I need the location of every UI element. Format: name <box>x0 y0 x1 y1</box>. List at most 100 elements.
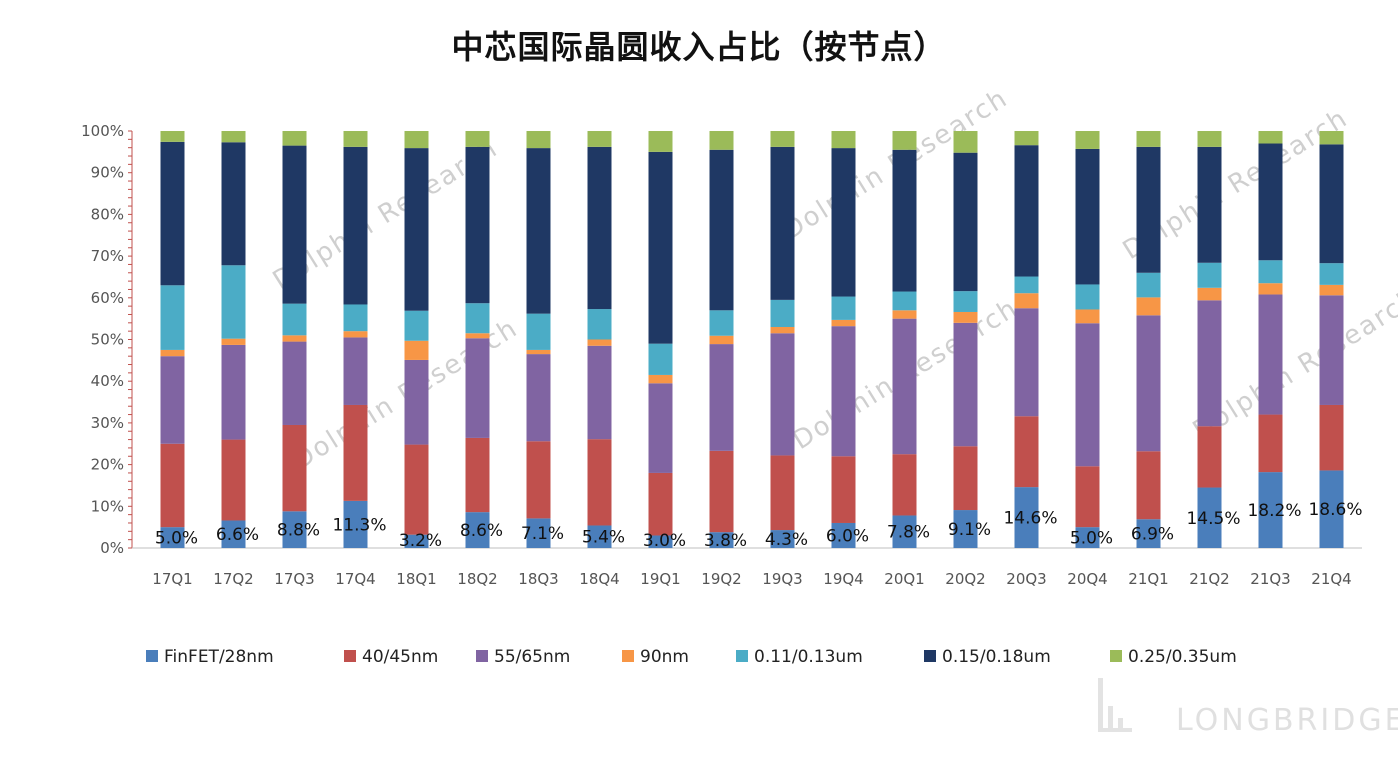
bar-segment <box>343 404 368 501</box>
bar-segment <box>1258 260 1283 284</box>
bar-segment <box>1136 146 1161 273</box>
data-label: 5.4% <box>582 528 625 548</box>
bar-segment <box>1197 146 1222 263</box>
bar-segment <box>1319 470 1344 548</box>
bar-segment <box>1197 287 1222 301</box>
y-tick-label: 50% <box>91 331 124 349</box>
x-tick-label: 18Q2 <box>457 570 497 588</box>
legend-label: FinFET/28nm <box>164 647 274 667</box>
bar-segment <box>953 446 978 511</box>
bar-segment <box>282 511 307 548</box>
logo-bar <box>1118 718 1123 732</box>
x-tick-label: 17Q3 <box>274 570 314 588</box>
bar-segment <box>465 512 490 548</box>
bar-segment <box>221 338 246 345</box>
bar-segment <box>1197 262 1222 288</box>
bar-segment <box>953 322 978 447</box>
legend-swatch <box>146 650 158 662</box>
legend-label: 0.15/0.18um <box>942 647 1051 667</box>
legend-swatch <box>476 650 488 662</box>
bar-segment <box>831 326 856 457</box>
bar-segment <box>587 131 612 147</box>
bar-segment <box>831 148 856 297</box>
x-tick-label: 20Q3 <box>1006 570 1046 588</box>
bar-segment <box>587 309 612 340</box>
bar-segment <box>221 142 246 266</box>
bar-segment <box>1136 297 1161 316</box>
bar-segment <box>1197 131 1222 147</box>
x-tick-label: 18Q3 <box>518 570 558 588</box>
bar-segment <box>831 131 856 149</box>
logo-bar <box>1108 706 1113 732</box>
x-tick-label: 17Q4 <box>335 570 375 588</box>
bar-segment <box>343 337 368 405</box>
legend: FinFET/28nm 40/45nm 55/65nm 90nm 0.11/0.13um… <box>146 647 1237 667</box>
bars-layer <box>160 131 1344 548</box>
bar-segment <box>1319 295 1344 405</box>
data-label: 6.6% <box>216 525 259 545</box>
bar-segment <box>343 331 368 338</box>
legend-label: 0.25/0.35um <box>1128 647 1237 667</box>
x-tick-label: 20Q2 <box>945 570 985 588</box>
bar-segment <box>282 303 307 336</box>
legend-label: 0.11/0.13um <box>754 647 863 667</box>
bar-segment <box>526 131 551 149</box>
y-tick-label: 60% <box>91 289 124 307</box>
bar-segment <box>770 326 795 334</box>
y-tick-label: 100% <box>81 122 124 140</box>
bar-segment <box>587 439 612 526</box>
bar-segment <box>709 450 734 533</box>
x-tick-label: 17Q2 <box>213 570 253 588</box>
bar-segment <box>221 520 246 548</box>
data-label: 14.5% <box>1186 509 1240 529</box>
bar-segment <box>648 374 673 384</box>
bar-segment <box>282 131 307 146</box>
bar-segment <box>160 141 185 286</box>
bar-segment <box>526 518 551 548</box>
bar-segment <box>770 131 795 147</box>
legend-swatch <box>924 650 936 662</box>
bar-segment <box>709 131 734 150</box>
bar-segment <box>404 148 429 311</box>
data-label: 14.6% <box>1003 509 1057 529</box>
bar-segment <box>1014 145 1039 277</box>
bar-segment <box>770 333 795 456</box>
x-tick-label: 21Q4 <box>1311 570 1351 588</box>
legend-label: 90nm <box>640 647 689 667</box>
bar-segment <box>1014 308 1039 417</box>
bar-segment <box>160 349 185 357</box>
y-tick-label: 0% <box>100 539 124 557</box>
data-label: 9.1% <box>948 520 991 540</box>
bar-segment <box>709 335 734 345</box>
bar-segment <box>1014 293 1039 309</box>
bar-segment <box>404 444 429 535</box>
bar-segment <box>1258 414 1283 473</box>
bar-segment <box>1136 131 1161 147</box>
bar-segment <box>1075 466 1100 528</box>
bar-segment <box>465 131 490 147</box>
bar-segment <box>1136 272 1161 298</box>
bar-segment <box>1075 284 1100 310</box>
y-tick-label: 80% <box>91 205 124 223</box>
bar-segment <box>953 131 978 153</box>
bar-segment <box>953 152 978 292</box>
data-label: 6.0% <box>826 526 869 546</box>
x-tick-label: 19Q1 <box>640 570 680 588</box>
bar-segment <box>1258 143 1283 261</box>
x-tick-label: 21Q1 <box>1128 570 1168 588</box>
bar-segment <box>343 146 368 305</box>
bar-segment <box>404 534 429 548</box>
bar-segment <box>404 131 429 149</box>
bar-segment <box>465 333 490 339</box>
x-tick-label: 19Q3 <box>762 570 802 588</box>
bar-segment <box>1014 487 1039 548</box>
bar-segment <box>404 310 429 341</box>
data-label: 7.8% <box>887 523 930 543</box>
bar-segment <box>587 345 612 440</box>
data-label: 4.3% <box>765 530 808 550</box>
bar-segment <box>831 319 856 327</box>
bar-segment <box>709 310 734 336</box>
bar-segment <box>404 340 429 360</box>
bar-segment <box>160 443 185 528</box>
